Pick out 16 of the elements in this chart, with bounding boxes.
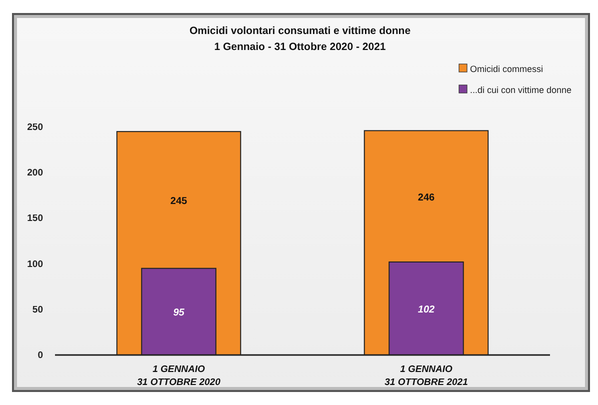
x-tick-label: 1 GENNAIO 31 OTTOBRE 2020 [137,364,222,388]
y-tick-label: 0 [38,350,43,362]
chart-subtitle: 1 Gennaio - 31 Ottobre 2020 - 2021 [214,41,386,53]
data-label: 102 [418,304,436,316]
y-tick-label: 50 [32,304,43,316]
y-tick-label: 100 [27,258,43,270]
data-label: 95 [173,308,185,319]
text: Omicidi commessi [470,64,544,74]
x-tick-label: 1 GENNAIO 31 OTTOBRE 2021 [384,364,468,388]
chart-title: Omicidi volontari consumati e vittime donne [189,25,411,37]
y-tick-label: 250 [27,122,43,134]
y-tick-label: 150 [27,213,43,224]
data-label: 245 [170,196,188,207]
data-label: 246 [418,192,436,204]
legend-label: ...di cui con vittime donne [470,85,572,95]
y-tick-label: 200 [27,168,43,179]
